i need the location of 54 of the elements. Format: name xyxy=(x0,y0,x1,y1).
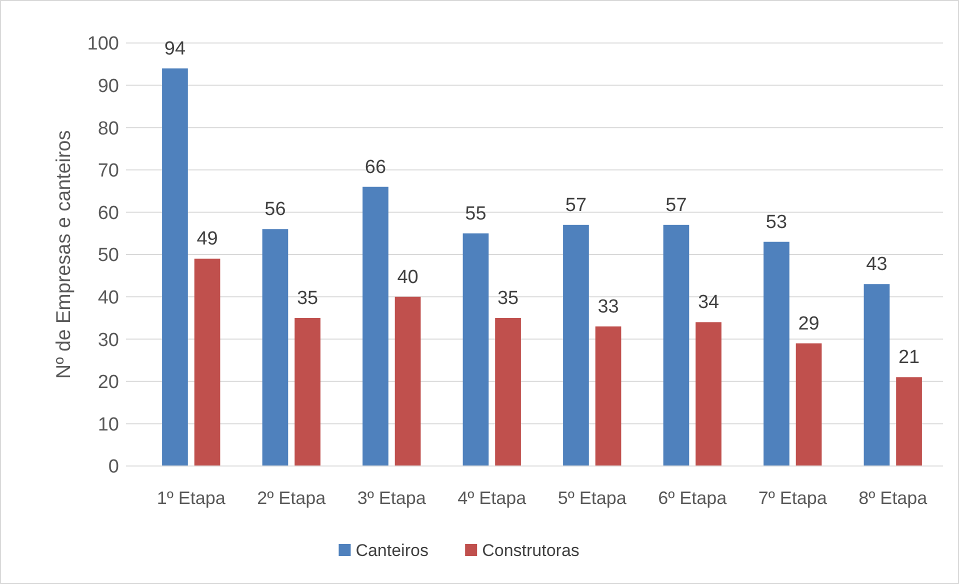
bar xyxy=(864,284,890,466)
data-label: 66 xyxy=(364,156,386,178)
data-label: 57 xyxy=(666,194,687,216)
bar xyxy=(362,186,388,466)
x-tick-label: 6º Etapa xyxy=(658,488,728,508)
y-tick-label: 30 xyxy=(98,330,119,351)
x-tick-label: 5º Etapa xyxy=(558,488,628,508)
y-tick-label: 80 xyxy=(98,118,119,140)
data-label: 34 xyxy=(698,292,720,314)
data-label: 56 xyxy=(264,199,286,220)
y-tick-label: 60 xyxy=(98,202,119,224)
bar xyxy=(796,343,822,466)
bar xyxy=(696,322,722,466)
bar xyxy=(896,377,922,466)
y-tick-label: 40 xyxy=(98,287,119,308)
bar xyxy=(394,296,421,466)
data-label: 94 xyxy=(164,38,186,60)
y-tick-label: 20 xyxy=(98,372,119,394)
data-label: 40 xyxy=(397,266,418,288)
bar xyxy=(563,224,589,466)
bar xyxy=(294,318,320,466)
x-tick-label: 1º Etapa xyxy=(156,488,226,508)
y-tick-label: 0 xyxy=(108,456,119,478)
x-tick-label: 8º Etapa xyxy=(858,488,928,508)
data-label: 35 xyxy=(497,288,519,309)
data-label: 21 xyxy=(898,347,920,368)
y-tick-label: 70 xyxy=(98,160,119,182)
bar xyxy=(595,326,622,466)
data-label: 33 xyxy=(598,296,619,318)
x-tick-label: 7º Etapa xyxy=(758,488,828,508)
x-tick-label: 3º Etapa xyxy=(357,488,427,508)
bar xyxy=(462,233,489,466)
data-label: 55 xyxy=(465,203,486,224)
bar xyxy=(162,68,188,466)
y-axis-title: Nº de Empresas e canteiros xyxy=(53,130,75,379)
y-tick-label: 90 xyxy=(98,76,119,97)
x-tick-label: 4º Etapa xyxy=(458,488,528,508)
data-label: 35 xyxy=(296,288,318,309)
data-label: 43 xyxy=(866,254,888,276)
bar xyxy=(663,224,690,466)
data-label: 53 xyxy=(766,212,788,233)
x-tick-label: 2º Etapa xyxy=(257,488,327,508)
data-label: 29 xyxy=(798,313,820,334)
y-tick-label: 10 xyxy=(98,414,119,436)
y-tick-label: 100 xyxy=(87,34,119,55)
bar xyxy=(764,242,790,466)
data-label: 49 xyxy=(196,228,218,250)
legend-label: Canteiros xyxy=(356,541,428,560)
y-tick-label: 50 xyxy=(98,245,119,266)
legend-label: Construtoras xyxy=(482,541,580,560)
bar xyxy=(495,318,521,466)
bar xyxy=(262,229,288,466)
data-label: 57 xyxy=(565,194,587,216)
bar xyxy=(194,258,220,466)
